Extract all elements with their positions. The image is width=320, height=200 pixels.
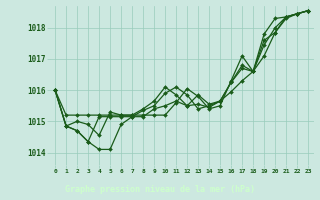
Text: Graphe pression niveau de la mer (hPa): Graphe pression niveau de la mer (hPa) [65,185,255,194]
